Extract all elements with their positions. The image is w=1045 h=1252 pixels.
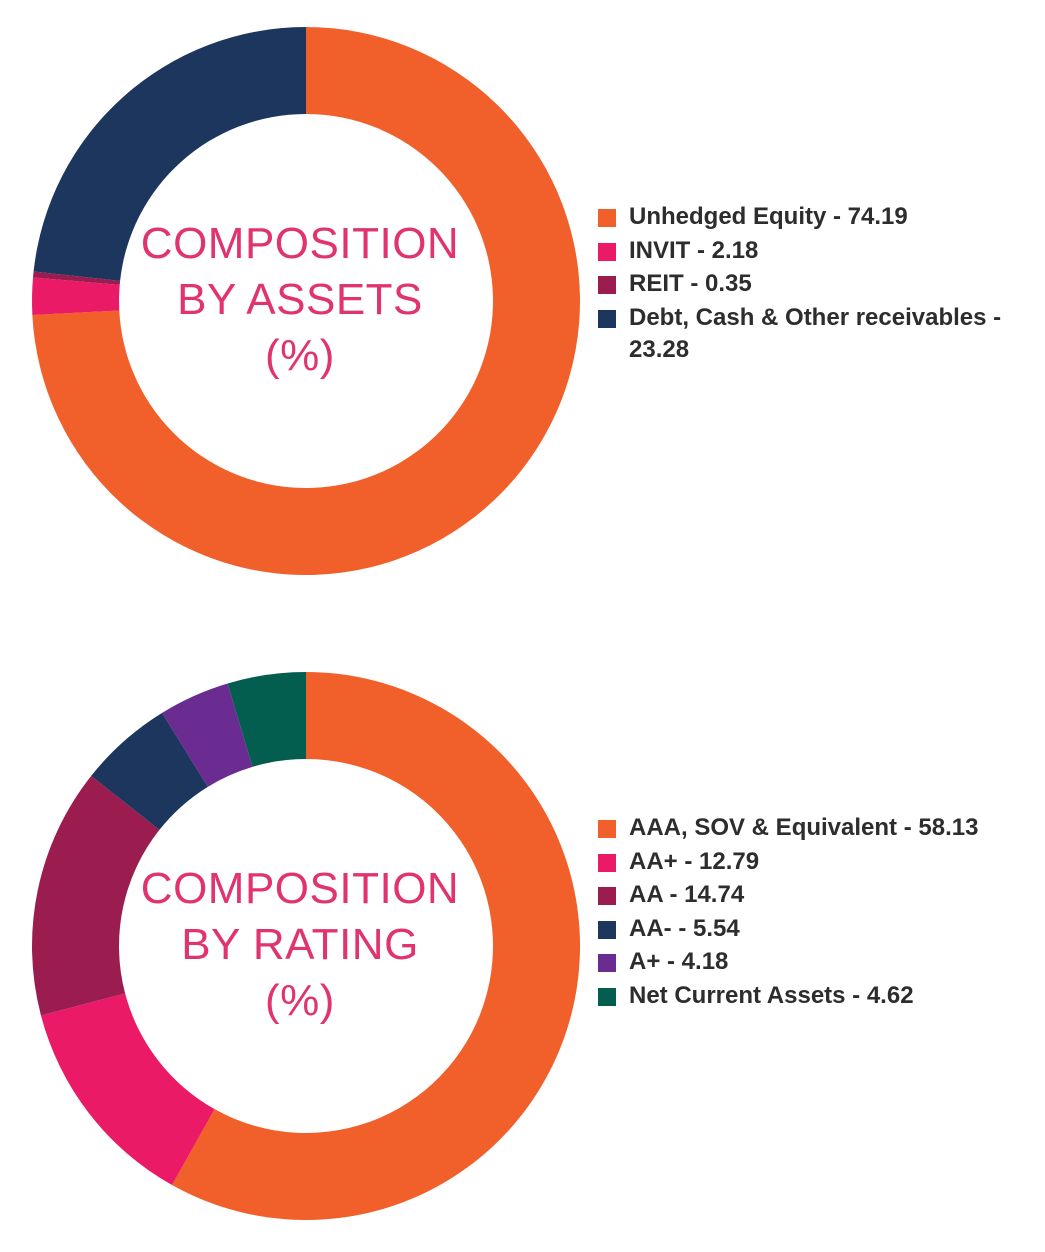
legend-swatch bbox=[598, 987, 616, 1006]
legend-item: AA - 14.74 bbox=[598, 879, 1038, 911]
donut-slice bbox=[172, 672, 581, 1220]
legend-item: Unhedged Equity - 74.19 bbox=[598, 201, 1038, 233]
legend-label: Debt, Cash & Other receivables - 23.28 bbox=[629, 303, 1002, 363]
legend-item: A+ - 4.18 bbox=[598, 946, 1038, 978]
donut-slice bbox=[32, 277, 120, 315]
assets-title-line-1: COMPOSITION bbox=[140, 219, 460, 268]
legend-item: AA+ - 12.79 bbox=[598, 846, 1038, 878]
legend-label: INVIT - 2.18 bbox=[629, 236, 759, 264]
legend-item: AAA, SOV & Equivalent - 58.13 bbox=[598, 812, 1038, 844]
assets-center-title: COMPOSITION BY ASSETS (%) bbox=[100, 216, 500, 384]
composition-by-assets-chart: COMPOSITION BY ASSETS (%) Unhedged Equit… bbox=[0, 20, 1045, 580]
donut-slice bbox=[162, 683, 253, 787]
legend-swatch bbox=[598, 820, 616, 838]
rating-title-line-1: COMPOSITION bbox=[140, 864, 460, 913]
assets-donut bbox=[32, 27, 580, 576]
legend-label: Unhedged Equity - 74.19 bbox=[629, 203, 908, 230]
legend-swatch bbox=[598, 887, 616, 905]
assets-title-line-2: BY ASSETS bbox=[177, 275, 423, 324]
legend-swatch bbox=[598, 309, 616, 328]
donut-slice bbox=[91, 712, 208, 830]
assets-title-line-3: (%) bbox=[265, 331, 335, 380]
composition-by-rating-chart: COMPOSITION BY RATING (%) AAA, SOV & Equ… bbox=[0, 665, 1045, 1225]
assets-legend: Unhedged Equity - 74.19 INVIT - 2.18 REI… bbox=[598, 201, 1038, 367]
legend-item: REIT - 0.35 bbox=[598, 268, 1038, 300]
legend-item: INVIT - 2.18 bbox=[598, 235, 1038, 267]
donut-slice bbox=[33, 27, 306, 281]
rating-legend: AAA, SOV & Equivalent - 58.13 AA+ - 12.7… bbox=[598, 812, 1038, 1013]
legend-label: AA+ - 12.79 bbox=[629, 847, 760, 875]
legend-swatch bbox=[598, 276, 616, 294]
donut-slice bbox=[31, 775, 160, 1016]
legend-item: Net Current Assets - 4.62 bbox=[598, 980, 1038, 1012]
rating-title-line-2: BY RATING bbox=[181, 920, 419, 969]
legend-label: Net Current Assets - 4.62 bbox=[629, 981, 914, 1009]
donut-slice bbox=[40, 993, 215, 1186]
legend-item: Debt, Cash & Other receivables - 23.28 bbox=[598, 302, 1038, 366]
legend-swatch bbox=[598, 954, 616, 972]
legend-item: AA- - 5.54 bbox=[598, 913, 1038, 945]
legend-swatch bbox=[598, 853, 616, 872]
legend-swatch bbox=[598, 209, 616, 227]
legend-label: AAA, SOV & Equivalent - 58.13 bbox=[629, 814, 979, 841]
donut-slice bbox=[227, 672, 306, 767]
legend-label: AA- - 5.54 bbox=[629, 914, 740, 942]
donut-slice bbox=[32, 27, 580, 576]
rating-title-line-3: (%) bbox=[265, 976, 335, 1025]
legend-label: REIT - 0.35 bbox=[629, 270, 752, 297]
rating-center-title: COMPOSITION BY RATING (%) bbox=[100, 861, 500, 1029]
legend-label: AA - 14.74 bbox=[629, 881, 745, 908]
legend-swatch bbox=[598, 920, 616, 939]
legend-swatch bbox=[598, 242, 616, 261]
donut-slice bbox=[33, 271, 121, 285]
legend-label: A+ - 4.18 bbox=[629, 948, 729, 975]
rating-donut bbox=[31, 672, 581, 1220]
